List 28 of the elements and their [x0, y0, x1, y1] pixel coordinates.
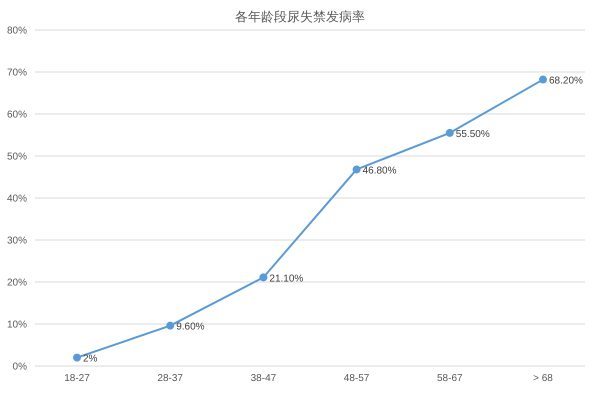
x-tick-label: 28-37 [157, 373, 184, 384]
point [73, 354, 81, 362]
y-tick-label: 10% [6, 320, 28, 331]
x-tick-label: > 68 [533, 373, 554, 384]
point [352, 165, 361, 174]
point [539, 76, 547, 84]
x-tick-label: 18-27 [64, 373, 90, 384]
chart-title: 各年龄段尿失禁发病率 [234, 8, 366, 26]
data-label: 2% [83, 354, 98, 365]
y-tick-label: 60% [6, 110, 28, 121]
y-tick-label: 50% [6, 152, 28, 163]
x-tick-label: 58-67 [437, 373, 464, 384]
x-tick-label: 48-57 [344, 373, 370, 384]
point [446, 128, 454, 137]
data-label: 21.10% [269, 273, 304, 284]
y-tick-label: 70% [6, 68, 28, 79]
y-tick-label: 0% [12, 362, 28, 373]
data-label: 46.80% [362, 165, 397, 176]
y-tick-label: 80% [6, 26, 28, 37]
y-tick-label: 20% [6, 278, 28, 289]
data-label: 55.50% [456, 128, 490, 140]
y-tick-label: 40% [6, 194, 28, 205]
x-tick-label: 38-47 [250, 373, 277, 384]
data-label: 68.20% [549, 76, 584, 87]
point [166, 322, 174, 330]
data-label: 9.60% [176, 322, 205, 333]
y-tick-label: 30% [6, 236, 28, 247]
point [259, 273, 268, 282]
